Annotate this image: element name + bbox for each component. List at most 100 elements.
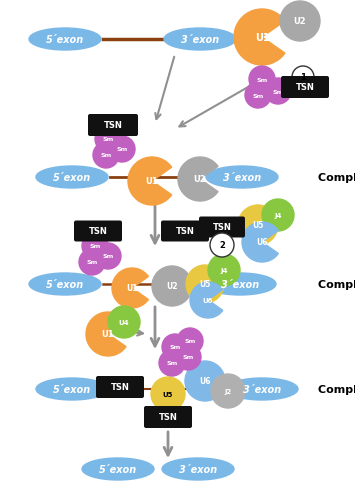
Wedge shape: [112, 269, 148, 308]
FancyBboxPatch shape: [74, 221, 122, 242]
Ellipse shape: [226, 378, 298, 400]
Wedge shape: [86, 312, 126, 356]
Circle shape: [177, 328, 203, 354]
FancyBboxPatch shape: [144, 406, 192, 428]
Ellipse shape: [82, 458, 154, 480]
Circle shape: [262, 199, 294, 231]
Text: 2: 2: [219, 241, 225, 250]
Text: U2: U2: [166, 282, 178, 291]
Text: Sm: Sm: [102, 137, 114, 142]
Text: Sm: Sm: [272, 90, 284, 94]
Ellipse shape: [162, 458, 234, 480]
Circle shape: [151, 377, 185, 411]
Text: U1: U1: [255, 33, 269, 43]
Text: 3´exon: 3´exon: [221, 279, 259, 289]
Text: 5´exon: 5´exon: [46, 35, 84, 45]
Circle shape: [280, 2, 320, 42]
Text: Sm: Sm: [89, 244, 100, 249]
Ellipse shape: [204, 273, 276, 295]
Text: TSN: TSN: [110, 383, 130, 392]
Text: 5´exon: 5´exon: [99, 464, 137, 474]
Text: 1: 1: [300, 74, 306, 82]
Text: Complex B: Complex B: [318, 279, 355, 289]
Circle shape: [82, 233, 108, 259]
Text: U6: U6: [256, 238, 268, 247]
Circle shape: [238, 206, 278, 245]
FancyBboxPatch shape: [88, 115, 138, 136]
Text: 5´exon: 5´exon: [53, 173, 91, 182]
Wedge shape: [234, 10, 285, 66]
Circle shape: [175, 344, 201, 370]
Circle shape: [95, 127, 121, 152]
Wedge shape: [242, 223, 278, 262]
Ellipse shape: [29, 273, 101, 295]
Text: Sm: Sm: [182, 355, 193, 360]
Circle shape: [95, 243, 121, 270]
FancyBboxPatch shape: [161, 221, 209, 242]
Text: Sm: Sm: [86, 260, 98, 265]
Text: U5: U5: [199, 280, 211, 289]
Text: Sm: Sm: [100, 153, 111, 158]
Text: U5: U5: [252, 221, 264, 230]
Text: TSN: TSN: [159, 413, 178, 422]
Circle shape: [186, 265, 224, 303]
Circle shape: [185, 361, 225, 401]
Circle shape: [109, 136, 135, 163]
Wedge shape: [128, 158, 172, 206]
Text: Sm: Sm: [169, 345, 181, 350]
Ellipse shape: [36, 166, 108, 189]
Text: TSN: TSN: [213, 223, 231, 232]
Text: TSN: TSN: [296, 83, 315, 92]
Text: U2: U2: [194, 175, 206, 184]
FancyBboxPatch shape: [281, 77, 329, 99]
Ellipse shape: [36, 378, 108, 400]
Text: 3´exon: 3´exon: [243, 384, 281, 394]
Text: 3´exon: 3´exon: [181, 35, 219, 45]
Text: Sm: Sm: [256, 77, 268, 82]
Circle shape: [79, 249, 105, 275]
Text: Sm: Sm: [252, 93, 264, 98]
Text: Sm: Sm: [116, 147, 128, 152]
Circle shape: [108, 306, 140, 338]
Circle shape: [211, 374, 245, 408]
Text: J4: J4: [274, 212, 282, 219]
Text: TSN: TSN: [88, 227, 108, 236]
Text: U6: U6: [199, 377, 211, 386]
Ellipse shape: [29, 29, 101, 51]
FancyBboxPatch shape: [199, 217, 245, 238]
Text: 5´exon: 5´exon: [46, 279, 84, 289]
Text: 5´exon: 5´exon: [53, 384, 91, 394]
Text: Complex A: Complex A: [318, 173, 355, 182]
Circle shape: [265, 79, 291, 105]
Text: U1: U1: [126, 284, 138, 293]
Ellipse shape: [164, 29, 236, 51]
Text: Sm: Sm: [102, 254, 114, 259]
Circle shape: [292, 67, 314, 89]
Text: TSN: TSN: [104, 121, 122, 130]
Text: J4: J4: [220, 268, 228, 273]
Text: U4: U4: [119, 319, 129, 325]
Text: Sm: Sm: [166, 361, 178, 366]
Text: J2: J2: [224, 388, 231, 394]
Text: 3´exon: 3´exon: [179, 464, 217, 474]
Text: U2: U2: [294, 17, 306, 27]
Text: Complex C: Complex C: [318, 384, 355, 394]
Text: U1: U1: [146, 177, 158, 186]
Text: U1: U1: [102, 330, 114, 339]
Text: Sm: Sm: [184, 339, 196, 344]
Wedge shape: [190, 283, 223, 318]
FancyBboxPatch shape: [96, 376, 144, 398]
Circle shape: [159, 350, 185, 376]
Circle shape: [245, 83, 271, 109]
Circle shape: [208, 255, 240, 287]
Circle shape: [152, 267, 192, 306]
Ellipse shape: [206, 166, 278, 189]
Wedge shape: [178, 158, 218, 201]
Text: U5: U5: [163, 391, 173, 397]
Circle shape: [249, 67, 275, 93]
Circle shape: [210, 233, 234, 257]
Text: U6: U6: [203, 297, 213, 303]
Circle shape: [93, 143, 119, 168]
Circle shape: [162, 334, 188, 360]
Text: TSN: TSN: [176, 227, 195, 236]
